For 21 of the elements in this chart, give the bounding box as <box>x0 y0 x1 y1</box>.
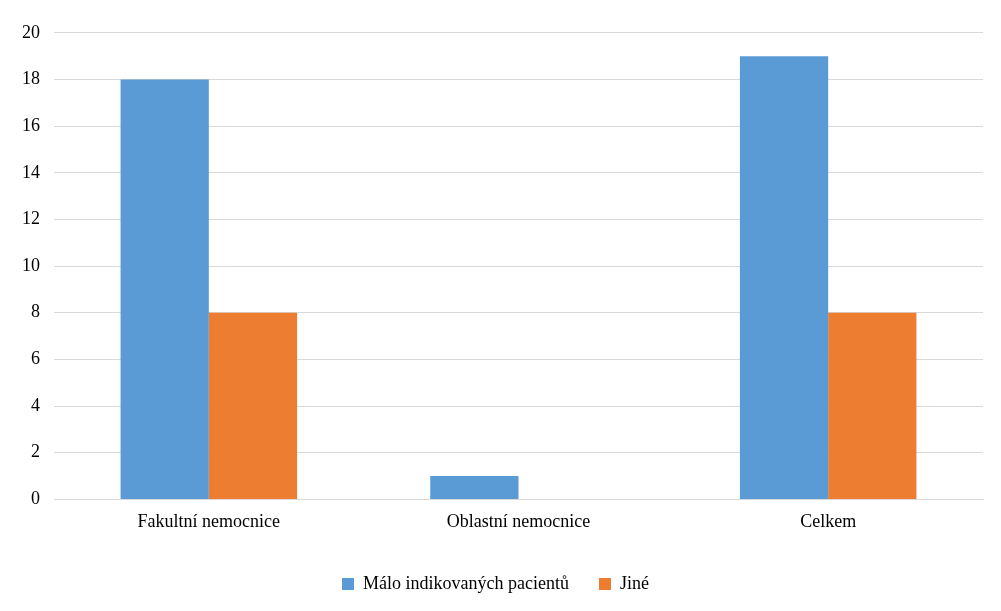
x-tick-label: Celkem <box>800 510 857 531</box>
y-tick-label: 6 <box>31 348 40 369</box>
y-tick-label: 20 <box>22 21 40 42</box>
bar <box>739 56 829 499</box>
y-tick-label: 16 <box>22 114 40 135</box>
x-tick-label: Oblastní nemocnice <box>446 510 591 531</box>
y-tick-label: 4 <box>31 394 40 415</box>
x-tick-label: Fakultní nemocnice <box>137 510 281 531</box>
legend-label: Málo indikovaných pacientů <box>363 572 569 593</box>
y-tick-label: 10 <box>22 254 40 275</box>
bar <box>430 476 519 499</box>
bar <box>828 312 917 499</box>
bar <box>120 79 209 499</box>
bar <box>208 312 298 499</box>
y-tick-label: 14 <box>22 161 40 182</box>
y-tick-label: 12 <box>22 208 40 229</box>
y-tick-label: 0 <box>31 488 40 509</box>
y-tick-label: 8 <box>31 301 40 322</box>
y-tick-label: 18 <box>22 68 40 89</box>
y-tick-label: 2 <box>31 441 40 462</box>
legend-label: Jiné <box>619 572 649 593</box>
